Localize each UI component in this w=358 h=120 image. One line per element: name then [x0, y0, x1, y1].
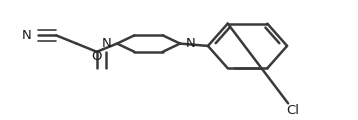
- Text: O: O: [92, 50, 102, 63]
- Text: Cl: Cl: [287, 104, 300, 117]
- Text: N: N: [22, 29, 32, 42]
- Text: N: N: [102, 37, 112, 50]
- Text: N: N: [185, 37, 195, 50]
